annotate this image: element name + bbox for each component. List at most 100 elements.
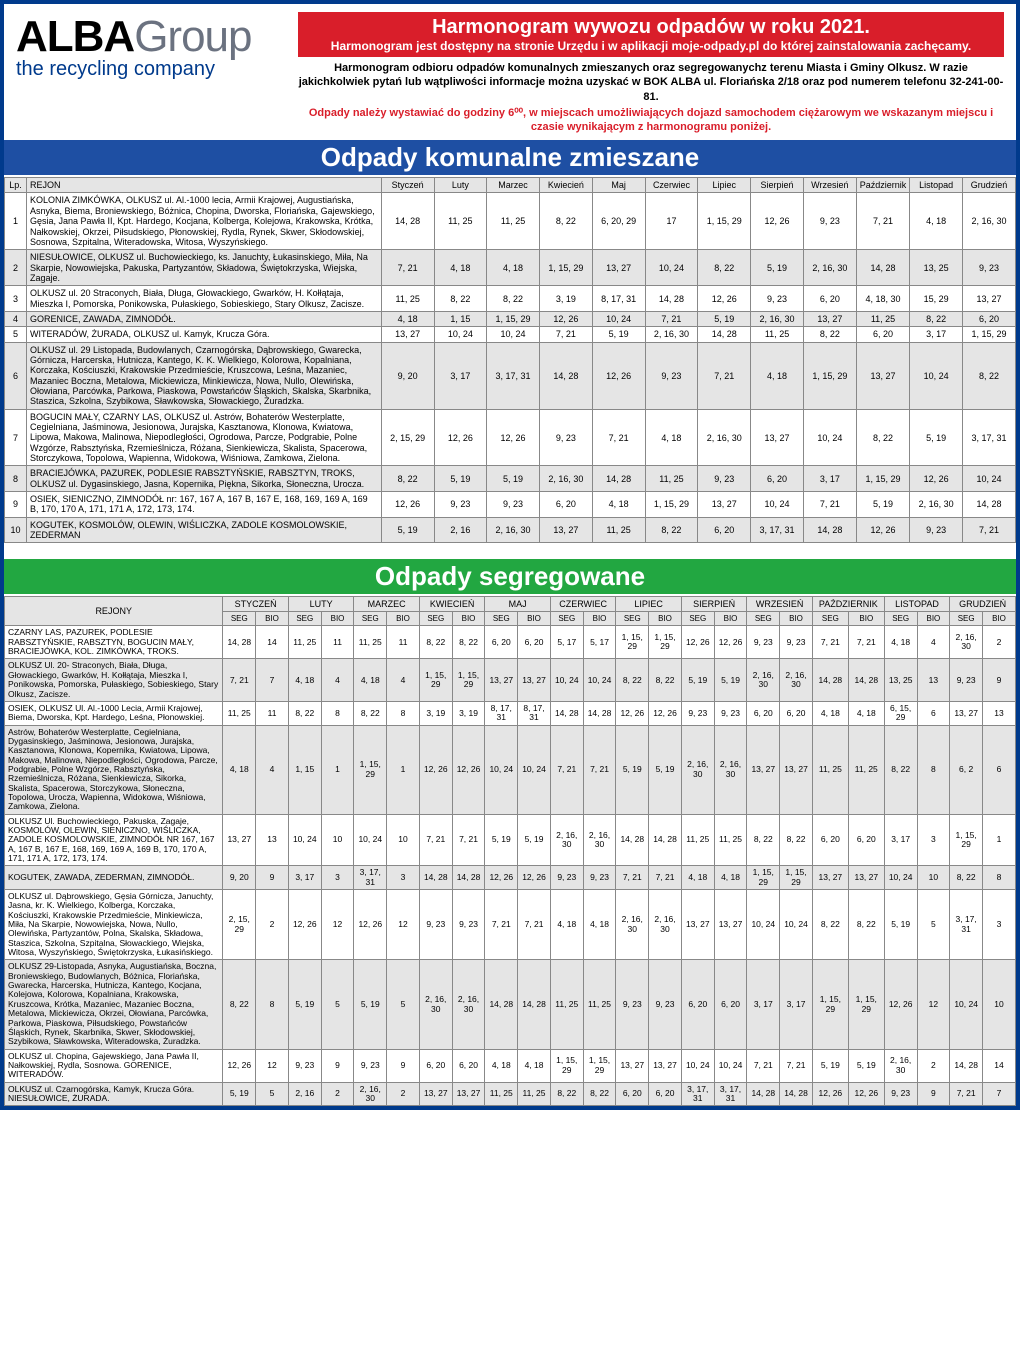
table-row: 10KOGUTEK, KOSMOLÓW, OLEWIN, WIŚLICZKA, …	[5, 517, 1016, 543]
cell-value: 5, 19	[616, 725, 649, 814]
cell-value: 12, 26	[649, 701, 682, 725]
cell-value: 4, 18	[910, 193, 963, 250]
cell-lp: 3	[5, 286, 27, 312]
cell-value: 9, 23	[963, 250, 1016, 286]
cell-value: 14, 28	[803, 517, 856, 543]
cell-value: 14, 28	[592, 466, 645, 492]
cell-value: 8, 17, 31	[592, 286, 645, 312]
cell-value: 13, 27	[714, 890, 747, 960]
cell-value: 2, 16, 30	[354, 1082, 387, 1106]
cell-value: 10, 24	[354, 814, 387, 866]
cell-value: 7, 21	[592, 409, 645, 466]
cell-value: 5, 19	[288, 960, 321, 1049]
cell-value: 13, 27	[963, 286, 1016, 312]
header-text: Harmonogram wywozu odpadów w roku 2021. …	[298, 12, 1004, 134]
cell-value: 5, 19	[714, 659, 747, 701]
cell-value: 12	[256, 1049, 289, 1082]
cell-value: 7, 21	[780, 1049, 813, 1082]
table-row: CZARNY LAS, PAZUREK, PODLESIE RABSZTYŃSK…	[5, 626, 1016, 659]
cell-value: 4, 18	[714, 866, 747, 890]
cell-value: 12, 26	[485, 866, 518, 890]
cell-value: 5	[387, 960, 420, 1049]
cell-value: 11, 25	[223, 701, 256, 725]
cell-lp: 5	[5, 327, 27, 342]
cell-value: 8, 22	[649, 659, 682, 701]
cell-value: 5, 19	[485, 814, 518, 866]
h-m10: Listopad	[910, 178, 963, 193]
h2-m9: PAŹDZIERNIK	[812, 597, 884, 612]
h-seg: SEG	[812, 612, 848, 626]
cell-value: 13, 27	[856, 342, 910, 409]
cell-value: 13, 25	[884, 659, 917, 701]
header: ALBAGroup the recycling company Harmonog…	[4, 4, 1016, 138]
cell-value: 5, 19	[812, 1049, 848, 1082]
cell-value: 3, 19	[539, 286, 592, 312]
cell-value: 12	[321, 890, 354, 960]
cell-value: 13, 27	[698, 492, 751, 518]
h-bio: BIO	[780, 612, 813, 626]
cell-value: 8, 22	[698, 250, 751, 286]
cell-value: 8, 22	[812, 890, 848, 960]
cell-value: 9, 23	[539, 409, 592, 466]
cell-value: 2, 16, 30	[487, 517, 540, 543]
cell-value: 11	[321, 626, 354, 659]
cell-value: 8, 22	[487, 286, 540, 312]
cell-value: 8, 22	[583, 1082, 616, 1106]
cell-rejon: NIESUŁOWICE, OLKUSZ ul. Buchowieckiego, …	[26, 250, 381, 286]
cell-value: 1, 15, 29	[452, 659, 485, 701]
cell-value: 1, 15, 29	[583, 1049, 616, 1082]
cell-value: 9, 23	[751, 286, 804, 312]
cell-value: 10, 24	[747, 890, 780, 960]
cell-value: 5, 19	[649, 725, 682, 814]
cell-value: 7	[256, 659, 289, 701]
cell-value: 8, 22	[856, 409, 910, 466]
cell-value: 2, 16, 30	[583, 814, 616, 866]
logo: ALBAGroup the recycling company	[16, 12, 286, 81]
cell-value: 9, 20	[223, 866, 256, 890]
cell-value: 7	[983, 1082, 1016, 1106]
cell-rejon: GORENICE, ZAWADA, ZIMNODÓŁ.	[26, 311, 381, 326]
table-row: OLKUSZ 29-Listopada, Asnyka, Augustiańsk…	[5, 960, 1016, 1049]
cell-value: 3, 17, 31	[487, 342, 540, 409]
cell-value: 4, 18	[381, 311, 434, 326]
h-bio: BIO	[848, 612, 884, 626]
h-seg: SEG	[884, 612, 917, 626]
cell-value: 12, 26	[856, 517, 910, 543]
cell-value: 1, 15, 29	[812, 960, 848, 1049]
cell-rejon: BOGUCIN MAŁY, CZARNY LAS, OLKUSZ ul. Ast…	[26, 409, 381, 466]
h-seg: SEG	[950, 612, 983, 626]
table-row: 9OSIEK, SIENICZNO, ZIMNODÓŁ nr: 167, 167…	[5, 492, 1016, 518]
cell-value: 4	[321, 659, 354, 701]
cell-value: 5, 19	[434, 466, 487, 492]
cell-value: 10, 24	[434, 327, 487, 342]
cell-value: 9	[983, 659, 1016, 701]
cell-value: 10, 24	[485, 725, 518, 814]
cell-value: 11, 25	[645, 466, 698, 492]
cell-value: 3, 17, 31	[681, 1082, 714, 1106]
cell-value: 7, 21	[616, 866, 649, 890]
cell-value: 11, 25	[487, 193, 540, 250]
cell-value: 3, 17	[288, 866, 321, 890]
h-m2: Marzec	[487, 178, 540, 193]
cell-value: 11, 25	[856, 311, 910, 326]
cell-value: 1, 15, 29	[645, 492, 698, 518]
cell-value: 14, 28	[698, 327, 751, 342]
cell-value: 8, 22	[616, 659, 649, 701]
cell-value: 2, 16, 30	[539, 466, 592, 492]
cell-value: 11	[387, 626, 420, 659]
table-row: 6OLKUSZ ul. 29 Listopada, Budowlanych, C…	[5, 342, 1016, 409]
cell-value: 10, 24	[288, 814, 321, 866]
cell-value: 2, 16, 30	[452, 960, 485, 1049]
cell-value: 9, 23	[616, 960, 649, 1049]
h2-m6: LIPIEC	[616, 597, 682, 612]
cell-value: 11	[256, 701, 289, 725]
cell-value: 9, 23	[950, 659, 983, 701]
cell-value: 9, 23	[288, 1049, 321, 1082]
h2-m8: WRZESIEŃ	[747, 597, 813, 612]
cell-value: 4, 18	[485, 1049, 518, 1082]
cell-value: 11, 25	[751, 327, 804, 342]
cell-value: 7, 21	[452, 814, 485, 866]
cell-value: 14, 28	[645, 286, 698, 312]
cell-value: 10, 24	[681, 1049, 714, 1082]
cell-value: 15, 29	[910, 286, 963, 312]
